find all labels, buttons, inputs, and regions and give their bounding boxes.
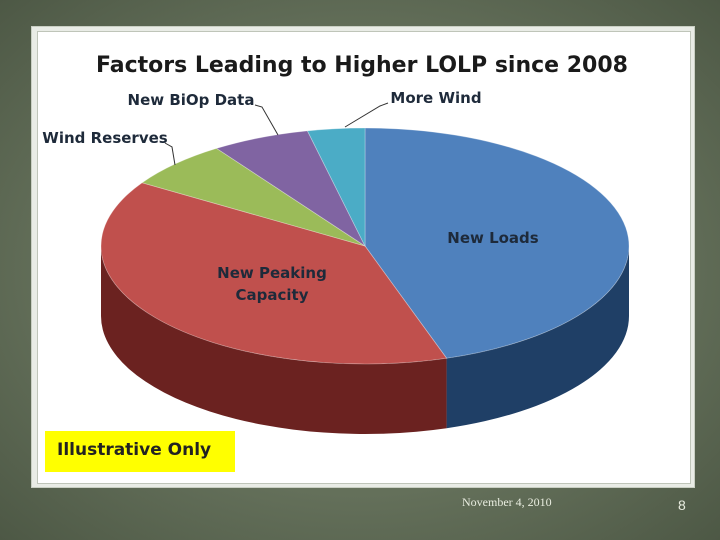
footer-date: November 4, 2010 bbox=[462, 495, 552, 509]
slice-label-new-biop-data: New BiOp Data bbox=[128, 91, 255, 109]
slice-label-more-wind: More Wind bbox=[390, 89, 481, 107]
chart-title: Factors Leading to Higher LOLP since 200… bbox=[96, 53, 628, 78]
illustrative-note-text: Illustrative Only bbox=[57, 440, 212, 460]
leader-line-new-biop-data bbox=[254, 104, 279, 136]
illustrative-note: Illustrative Only bbox=[45, 431, 235, 472]
slice-label-new-peaking-capacity: New Peaking Capacity bbox=[217, 264, 327, 304]
leader-line-wind-reserves bbox=[164, 142, 176, 166]
pie-side-new-peaking-capacity bbox=[101, 246, 447, 434]
pie-tops bbox=[100, 127, 630, 365]
page-number: 8 bbox=[678, 497, 686, 513]
pie-slice-new-loads bbox=[364, 127, 630, 359]
pie-slice-new-peaking-capacity bbox=[100, 182, 448, 365]
pie-sides bbox=[101, 246, 629, 434]
pie-slice-more-wind bbox=[306, 127, 366, 247]
pie-slice-wind-reserves bbox=[141, 147, 366, 247]
leader-line-more-wind bbox=[344, 102, 389, 128]
slice-label-new-loads: New Loads bbox=[447, 229, 539, 247]
pie-slice-new-biop-data bbox=[215, 130, 367, 248]
pie-labels: New Loads New Peaking Capacity Wind Reserve… bbox=[42, 89, 539, 304]
slice-label-wind-reserves: Wind Reserves bbox=[42, 129, 167, 147]
pie-side-new-loads bbox=[446, 246, 629, 429]
